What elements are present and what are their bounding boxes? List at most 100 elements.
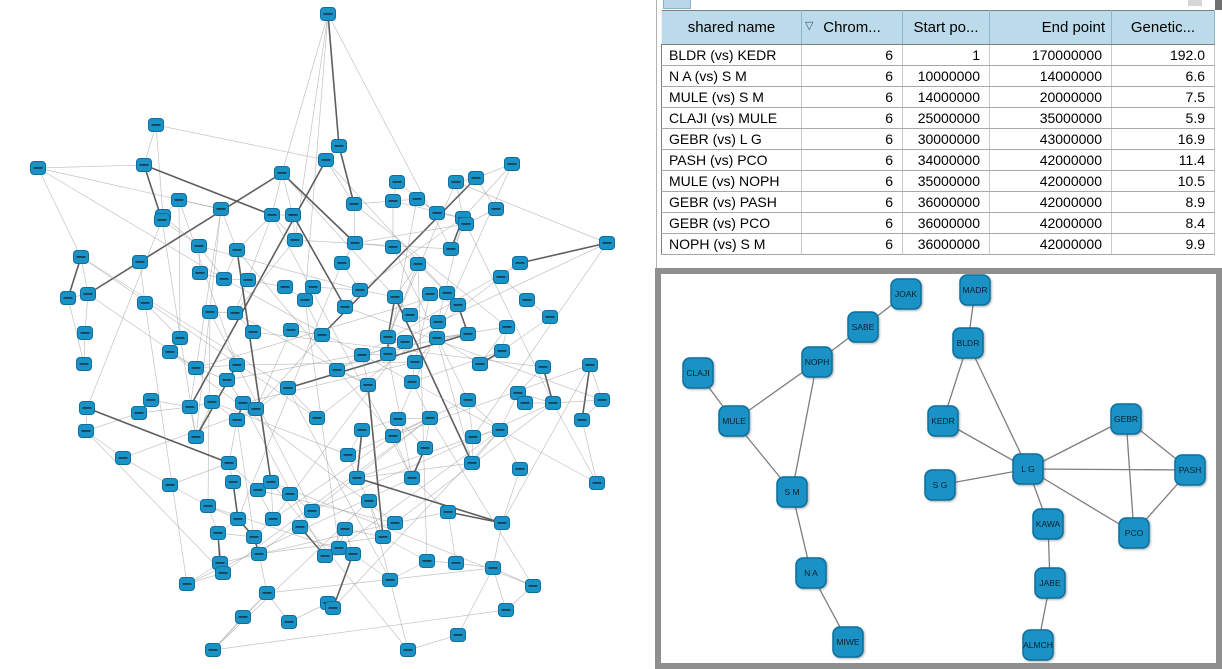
network-node-S M[interactable]: S M (776, 476, 808, 508)
network-node-SABE[interactable]: SABE (847, 311, 879, 343)
network-node[interactable] (519, 293, 535, 307)
column-header-3[interactable]: End point (989, 10, 1112, 45)
node-shape[interactable] (776, 476, 808, 508)
table-cell[interactable]: 6 (801, 107, 903, 129)
table-cell[interactable]: 35000000 (902, 170, 990, 192)
table-cell[interactable]: 10000000 (902, 65, 990, 87)
network-node[interactable] (251, 547, 267, 561)
network-node[interactable] (450, 298, 466, 312)
network-node[interactable] (235, 396, 251, 410)
table-cell[interactable]: 1 (902, 44, 990, 66)
table-cell[interactable]: GEBR (vs) PCO (661, 212, 802, 234)
network-node-KEDR[interactable]: KEDR (927, 405, 959, 437)
network-node[interactable] (407, 355, 423, 369)
network-node[interactable] (264, 208, 280, 222)
network-node[interactable] (387, 290, 403, 304)
network-node[interactable] (171, 193, 187, 207)
network-node-PCO[interactable]: PCO (1118, 517, 1150, 549)
network-node[interactable] (235, 610, 251, 624)
network-node[interactable] (375, 530, 391, 544)
network-node[interactable] (385, 194, 401, 208)
network-edge-GEBR-PCO[interactable] (1125, 418, 1135, 534)
network-node[interactable] (263, 475, 279, 489)
network-node[interactable] (334, 256, 350, 270)
network-node[interactable] (281, 615, 297, 629)
table-row[interactable]: CLAJI (vs) MULE 6 25000000 35000000 5.9 (661, 107, 1215, 129)
network-node[interactable] (230, 512, 246, 526)
table-cell[interactable]: 8.4 (1111, 212, 1215, 234)
network-node[interactable] (349, 471, 365, 485)
network-node[interactable] (354, 348, 370, 362)
table-row[interactable]: MULE (vs) NOPH 6 35000000 42000000 10.5 (661, 170, 1215, 192)
network-edge-L G-PASH[interactable] (1027, 468, 1191, 471)
network-node[interactable] (304, 504, 320, 518)
network-node[interactable] (417, 441, 433, 455)
node-shape[interactable] (1110, 403, 1142, 435)
network-node[interactable] (188, 430, 204, 444)
network-node[interactable] (137, 296, 153, 310)
table-cell[interactable]: 34000000 (902, 149, 990, 171)
table-cell[interactable]: 14000000 (989, 65, 1112, 87)
node-shape[interactable] (847, 311, 879, 343)
network-node[interactable] (182, 400, 198, 414)
network-node[interactable] (468, 171, 484, 185)
table-cell[interactable]: 5.9 (1111, 107, 1215, 129)
table-cell[interactable]: 43000000 (989, 128, 1112, 150)
table-cell[interactable]: 30000000 (902, 128, 990, 150)
network-node[interactable] (380, 347, 396, 361)
table-row[interactable]: MULE (vs) S M 6 14000000 20000000 7.5 (661, 86, 1215, 108)
node-shape[interactable] (927, 405, 959, 437)
table-cell[interactable]: 6 (801, 149, 903, 171)
table-cell[interactable]: 14000000 (902, 86, 990, 108)
table-cell[interactable]: 6.6 (1111, 65, 1215, 87)
network-node[interactable] (465, 430, 481, 444)
network-edge-L G-GEBR[interactable] (1027, 418, 1127, 470)
table-cell[interactable]: MULE (vs) NOPH (661, 170, 802, 192)
network-node[interactable] (472, 357, 488, 371)
network-node[interactable] (320, 7, 336, 21)
network-node[interactable] (331, 541, 347, 555)
column-header-2[interactable]: Start po... (902, 10, 990, 45)
table-cell[interactable]: 6 (801, 128, 903, 150)
table-cell[interactable]: 35000000 (989, 107, 1112, 129)
table-cell[interactable]: 6 (801, 86, 903, 108)
network-node[interactable] (329, 363, 345, 377)
table-cell[interactable]: 170000000 (989, 44, 1112, 66)
network-node[interactable] (337, 522, 353, 536)
network-node[interactable] (246, 530, 262, 544)
network-node[interactable] (589, 476, 605, 490)
network-node[interactable] (76, 357, 92, 371)
network-node-MULE[interactable]: MULE (718, 405, 750, 437)
table-cell[interactable]: 9.9 (1111, 233, 1215, 255)
table-cell[interactable]: 20000000 (989, 86, 1112, 108)
table-cell[interactable]: 16.9 (1111, 128, 1215, 150)
network-node[interactable] (443, 242, 459, 256)
network-node[interactable] (229, 243, 245, 257)
subnetwork-canvas[interactable]: JOAK MADR SABE NOPH BLDR CLAJI MULE KEDR GEBR L G… (661, 274, 1216, 663)
network-node[interactable] (78, 424, 94, 438)
node-shape[interactable] (1174, 454, 1206, 486)
table-cell[interactable]: 6 (801, 170, 903, 192)
network-node[interactable] (422, 287, 438, 301)
network-node[interactable] (464, 456, 480, 470)
network-node[interactable] (305, 280, 321, 294)
node-shape[interactable] (682, 357, 714, 389)
node-shape[interactable] (832, 626, 864, 658)
network-node[interactable] (380, 330, 396, 344)
network-node[interactable] (240, 273, 256, 287)
network-node[interactable] (250, 483, 266, 497)
column-header-0[interactable]: shared name (661, 10, 802, 45)
network-node[interactable] (397, 335, 413, 349)
node-shape[interactable] (1032, 508, 1064, 540)
table-cell[interactable]: GEBR (vs) L G (661, 128, 802, 150)
network-node[interactable] (274, 166, 290, 180)
network-edge-BLDR-L G[interactable] (967, 342, 1029, 470)
network-node[interactable] (325, 601, 341, 615)
table-row[interactable]: NOPH (vs) S M 6 36000000 42000000 9.9 (661, 233, 1215, 255)
filter-icon[interactable]: ▽ (805, 20, 814, 32)
network-node[interactable] (545, 396, 561, 410)
table-cell[interactable]: 6 (801, 212, 903, 234)
network-node[interactable] (229, 358, 245, 372)
network-node[interactable] (493, 270, 509, 284)
network-node[interactable] (259, 586, 275, 600)
